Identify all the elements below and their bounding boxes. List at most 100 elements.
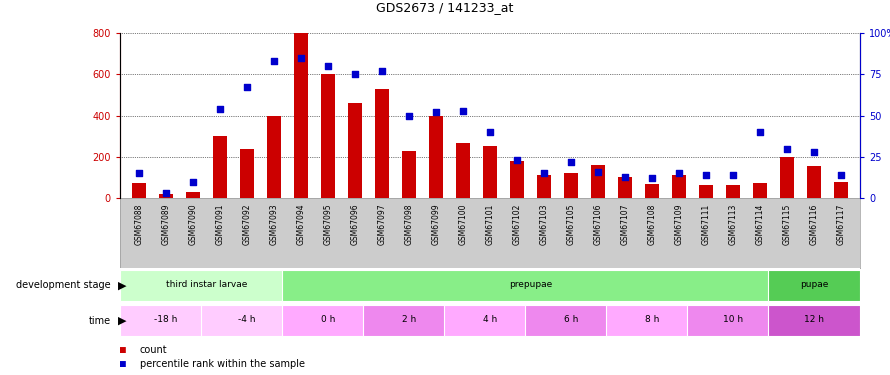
Bar <box>591 165 605 198</box>
Point <box>239 84 254 90</box>
Text: -18 h: -18 h <box>154 315 178 324</box>
Text: GSM67115: GSM67115 <box>782 204 791 245</box>
Text: GSM67091: GSM67091 <box>215 204 224 245</box>
Text: ▶: ▶ <box>118 315 126 326</box>
Text: GSM67103: GSM67103 <box>539 204 548 245</box>
Point <box>186 178 200 184</box>
Point <box>699 172 713 178</box>
Text: GSM67111: GSM67111 <box>701 204 710 245</box>
Text: GSM67105: GSM67105 <box>567 204 576 245</box>
Text: 6 h: 6 h <box>564 315 578 324</box>
Text: GSM67096: GSM67096 <box>351 204 360 245</box>
Bar <box>295 33 308 198</box>
Text: GSM67100: GSM67100 <box>458 204 467 245</box>
Text: GSM67089: GSM67089 <box>161 204 170 245</box>
Bar <box>645 184 659 198</box>
Bar <box>363 305 455 336</box>
Point <box>158 190 173 196</box>
Text: ■: ■ <box>120 359 125 369</box>
Text: time: time <box>89 315 111 326</box>
Bar <box>348 103 361 198</box>
Bar <box>120 305 212 336</box>
Text: GSM67097: GSM67097 <box>377 204 386 245</box>
Bar <box>214 136 227 198</box>
Point <box>807 149 821 155</box>
Text: 10 h: 10 h <box>723 315 743 324</box>
Text: GSM67107: GSM67107 <box>620 204 629 245</box>
Bar <box>402 150 416 198</box>
Point <box>132 170 146 176</box>
Text: GSM67113: GSM67113 <box>729 204 738 245</box>
Text: GSM67109: GSM67109 <box>675 204 684 245</box>
Bar <box>768 270 860 301</box>
Point <box>726 172 740 178</box>
Bar <box>672 176 686 198</box>
Bar <box>457 143 470 198</box>
Point <box>564 159 578 165</box>
Text: percentile rank within the sample: percentile rank within the sample <box>140 359 304 369</box>
Bar <box>132 183 146 198</box>
Text: GSM67101: GSM67101 <box>486 204 495 245</box>
Text: 0 h: 0 h <box>320 315 336 324</box>
Point <box>618 174 632 180</box>
Point <box>672 170 686 176</box>
Text: GSM67116: GSM67116 <box>810 204 819 245</box>
Text: GDS2673 / 141233_at: GDS2673 / 141233_at <box>376 1 514 14</box>
Text: 8 h: 8 h <box>645 315 659 324</box>
Bar <box>619 177 632 198</box>
Bar <box>483 147 497 198</box>
Point <box>483 129 498 135</box>
Text: third instar larvae: third instar larvae <box>166 280 247 289</box>
Text: GSM67117: GSM67117 <box>837 204 845 245</box>
Point <box>645 175 659 181</box>
Text: GSM67095: GSM67095 <box>323 204 333 245</box>
Text: GSM67092: GSM67092 <box>242 204 252 245</box>
Bar <box>525 305 617 336</box>
Bar <box>376 89 389 198</box>
Point <box>213 106 227 112</box>
Bar <box>282 305 374 336</box>
Bar <box>538 176 551 198</box>
Text: GSM67090: GSM67090 <box>189 204 198 245</box>
Bar <box>753 183 767 198</box>
Text: development stage: development stage <box>17 280 111 291</box>
Text: count: count <box>140 345 167 355</box>
Text: ▶: ▶ <box>118 280 126 291</box>
Bar <box>159 194 173 198</box>
Text: GSM67099: GSM67099 <box>432 204 441 245</box>
Bar <box>267 116 280 198</box>
Point <box>834 172 848 178</box>
Bar <box>429 116 442 198</box>
Bar <box>781 157 794 198</box>
Text: prepupae: prepupae <box>509 280 552 289</box>
Text: 12 h: 12 h <box>804 315 824 324</box>
Text: ■: ■ <box>120 345 125 355</box>
Text: -4 h: -4 h <box>239 315 255 324</box>
Bar <box>240 148 254 198</box>
Text: GSM67088: GSM67088 <box>134 204 143 245</box>
Bar <box>282 270 779 301</box>
Point <box>267 58 281 64</box>
Bar <box>726 184 740 198</box>
Bar <box>700 184 713 198</box>
Bar <box>510 161 523 198</box>
Text: pupae: pupae <box>800 280 829 289</box>
Bar <box>564 173 578 198</box>
Bar <box>201 305 293 336</box>
Bar <box>606 305 698 336</box>
Bar <box>768 305 860 336</box>
Point <box>753 129 767 135</box>
Text: 2 h: 2 h <box>402 315 417 324</box>
Point <box>402 112 417 118</box>
Text: GSM67114: GSM67114 <box>756 204 765 245</box>
Point <box>348 71 362 77</box>
Bar <box>444 305 536 336</box>
Bar <box>186 192 199 198</box>
Text: GSM67106: GSM67106 <box>594 204 603 245</box>
Bar <box>807 166 821 198</box>
Point <box>537 170 551 176</box>
Text: GSM67108: GSM67108 <box>648 204 657 245</box>
Point <box>375 68 389 74</box>
Point <box>294 55 308 61</box>
Bar <box>120 270 293 301</box>
